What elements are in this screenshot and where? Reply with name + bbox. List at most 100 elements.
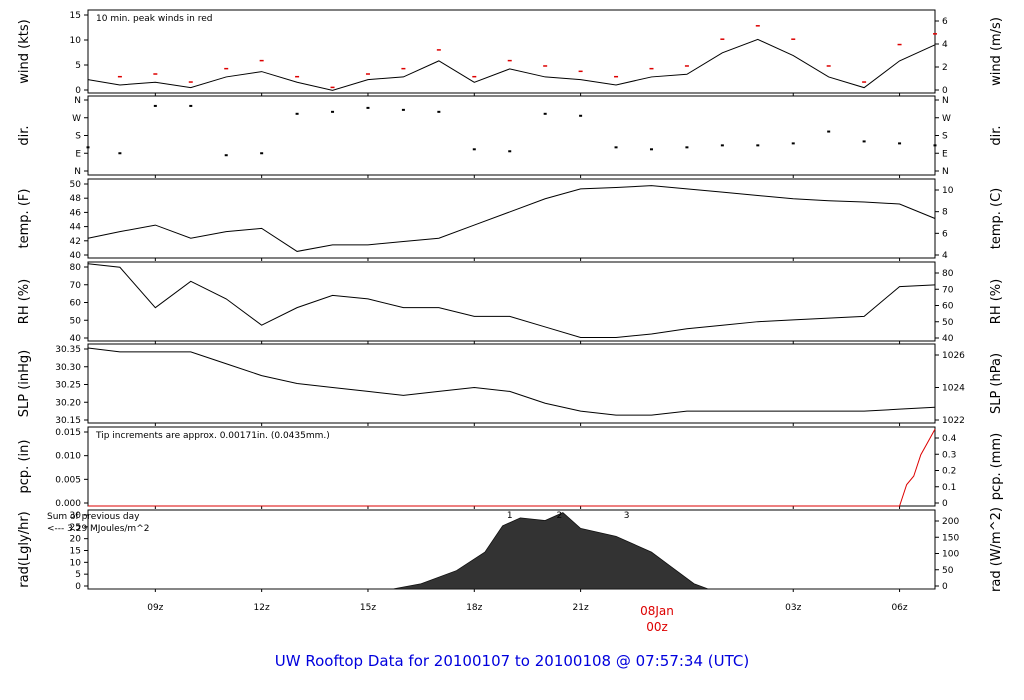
wind-peak-mark <box>259 59 264 62</box>
x-tick-label: 15z <box>360 603 376 613</box>
temp-ytick-left-label: 40 <box>70 251 82 261</box>
x-tick-label: 18z <box>466 603 482 613</box>
wind-ytick-left-label: 0 <box>75 86 81 96</box>
slp-ytick-right-label: 1024 <box>942 384 965 394</box>
dir-point <box>189 104 193 107</box>
rh-ytick-right-label: 40 <box>942 334 954 344</box>
rh-ytick-left-label: 80 <box>70 263 82 273</box>
rad-annotation-line1: Sum of previous day <box>47 512 140 522</box>
rh-ylabel-left: RH (%) <box>17 279 32 324</box>
wind-peak-mark <box>649 67 654 70</box>
rh-ytick-left-label: 50 <box>70 316 82 326</box>
temp-panel-frame <box>87 178 936 259</box>
rad-ytick-right-label: 50 <box>942 566 954 576</box>
dir-point <box>118 152 122 155</box>
dir-point <box>331 110 335 113</box>
dir-point <box>472 148 476 151</box>
temp-ytick-right-label: 4 <box>942 251 948 261</box>
dir-ytick-right-label: W <box>942 114 951 124</box>
temp-ytick-left-label: 46 <box>70 208 82 218</box>
pcp-ytick-left-label: 0.010 <box>55 452 81 462</box>
dir-point <box>153 104 157 107</box>
rad-marker-label: 1 <box>507 511 513 521</box>
dir-point <box>437 110 441 113</box>
wind-series-line <box>87 38 936 91</box>
dir-point <box>685 146 689 149</box>
dir-point <box>720 144 724 147</box>
temp-ytick-left-label: 50 <box>70 180 82 190</box>
wind-peak-mark <box>295 75 300 78</box>
dir-point <box>862 140 866 143</box>
dir-ytick-right-label: E <box>942 149 948 159</box>
wind-peak-mark <box>153 73 158 75</box>
rad-ytick-right-label: 100 <box>942 550 959 560</box>
dir-point <box>260 152 264 155</box>
temp-series-line <box>87 185 936 252</box>
wind-peak-mark <box>862 81 867 83</box>
temp-ytick-right-label: 8 <box>942 208 948 218</box>
pcp-ytick-left-label: 0.005 <box>55 475 81 485</box>
dir-point <box>898 142 902 145</box>
dir-point <box>933 144 937 147</box>
rad-ytick-right-label: 0 <box>942 582 948 592</box>
temp-ytick-left-label: 42 <box>70 237 81 247</box>
wind-ytick-left-label: 10 <box>70 36 82 46</box>
rh-panel-frame <box>87 261 936 342</box>
temp-ytick-right-label: 10 <box>942 186 954 196</box>
rh-ytick-left-label: 70 <box>70 281 82 291</box>
rad-ytick-left-label: 0 <box>75 582 81 592</box>
rad-marker-label: 3 <box>624 511 630 521</box>
rad-ytick-left-label: 20 <box>70 535 82 545</box>
rh-ytick-right-label: 70 <box>942 285 954 295</box>
rad-marker-label: 2 <box>556 511 562 521</box>
temp-ytick-left-label: 48 <box>70 194 82 204</box>
wind-peak-mark <box>933 33 937 35</box>
rad-series-area <box>88 512 935 590</box>
wind-peak-mark <box>401 67 406 70</box>
x-tick-label: 12z <box>254 603 270 613</box>
pcp-ytick-right-label: 0 <box>942 499 948 509</box>
wind-peak-mark <box>897 43 902 46</box>
dir-ytick-right-label: N <box>942 96 949 106</box>
wind-peak-mark <box>188 81 193 83</box>
dir-ytick-left-label: N <box>74 167 81 177</box>
wind-peak-mark <box>791 38 796 40</box>
wind-peak-mark <box>578 70 583 73</box>
dir-ytick-right-label: S <box>942 132 948 142</box>
rad-ytick-left-label: 15 <box>70 547 81 557</box>
wind-ytick-right-label: 0 <box>942 86 948 96</box>
pcp-series-line <box>88 428 936 507</box>
rad-ytick-right-label: 150 <box>942 533 959 543</box>
temp-ytick-right-label: 6 <box>942 229 948 239</box>
wind-peak-mark <box>330 86 335 89</box>
wind-ylabel-right: wind (m/s) <box>989 17 1004 86</box>
temp-ylabel-left: temp. (F) <box>17 189 32 249</box>
rh-ytick-left-label: 60 <box>70 299 82 309</box>
temp-ytick-left-label: 44 <box>70 223 82 233</box>
wind-peak-mark <box>224 67 229 70</box>
wind-panel-frame <box>87 9 936 94</box>
pcp-ylabel-right: pcp. (mm) <box>989 433 1004 500</box>
dir-ylabel-right: dir. <box>989 125 1004 145</box>
wind-peak-mark <box>436 49 441 51</box>
pcp-ytick-right-label: 0.4 <box>942 434 957 444</box>
rh-ytick-right-label: 50 <box>942 318 954 328</box>
wind-peak-mark <box>684 65 689 67</box>
slp-ytick-left-label: 30.30 <box>55 363 81 373</box>
pcp-annotation: Tip increments are approx. 0.00171in. (0… <box>95 431 330 441</box>
wind-peak-mark <box>755 25 760 27</box>
rad-ytick-left-label: 30 <box>70 511 82 521</box>
wind-ytick-right-label: 6 <box>942 17 948 27</box>
slp-ytick-right-label: 1026 <box>942 351 965 361</box>
dir-point <box>366 106 370 109</box>
temp-ylabel-right: temp. (C) <box>989 188 1004 250</box>
pcp-panel-frame <box>87 426 936 507</box>
x-tick-label: 09z <box>147 603 163 613</box>
slp-ytick-left-label: 30.20 <box>55 398 81 408</box>
dir-point <box>791 142 795 145</box>
x-tick-label: 21z <box>573 603 589 613</box>
midnight-time-label: 00z <box>646 620 668 634</box>
rad-annotation-line2: <--- 3.29 MJoules/m^2 <box>47 524 149 534</box>
rh-ytick-right-label: 80 <box>942 269 954 279</box>
x-tick-label: 03z <box>785 603 801 613</box>
